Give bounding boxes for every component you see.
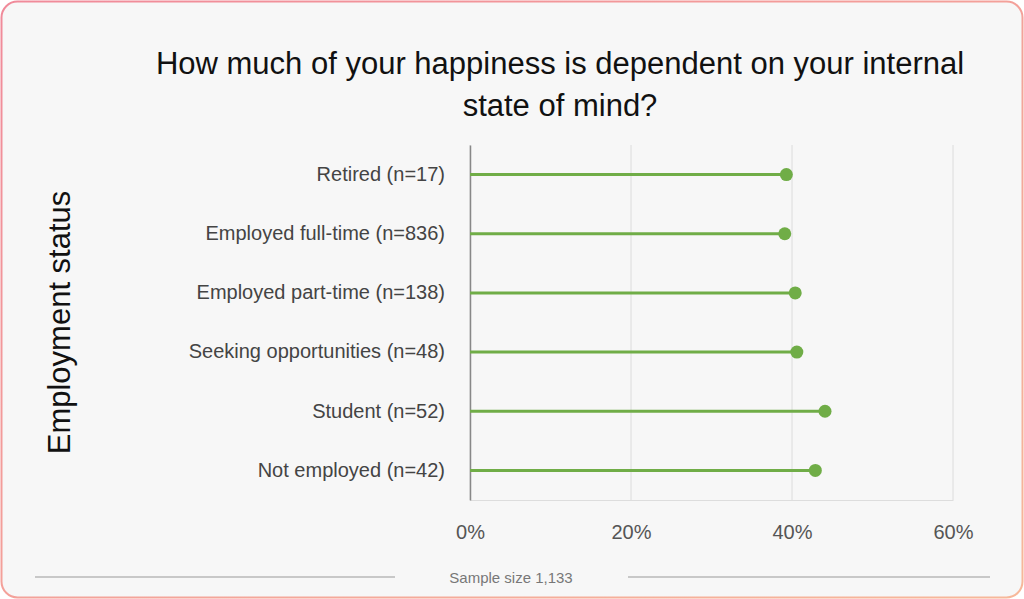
grid-line: [953, 145, 954, 500]
x-tick: 40%: [772, 500, 812, 543]
background: [2, 2, 1023, 598]
lollipop-stem: [470, 291, 795, 294]
lollipop-dot: [789, 286, 802, 299]
y-axis: Retired (n=17) Employed full-time (n=836)…: [189, 146, 471, 501]
lollipop-stem: [470, 469, 815, 472]
category-label: Not employed (n=42): [258, 459, 445, 481]
y-axis-line: [470, 146, 472, 501]
category-label: Employed part-time (n=138): [197, 281, 445, 303]
lollipop-stem: [470, 410, 825, 413]
category-label: Retired (n=17): [317, 163, 445, 185]
x-tick: 20%: [611, 500, 651, 543]
lollipop-dot: [780, 168, 793, 181]
lollipop-dot: [809, 464, 822, 477]
chart: How much of your happiness is dependent …: [0, 0, 1024, 599]
x-tick-label: 60%: [933, 521, 973, 543]
grid: [470, 145, 953, 500]
grid-line: [792, 145, 793, 500]
category-label: Employed full-time (n=836): [205, 222, 445, 244]
category-label: Seeking opportunities (n=48): [189, 340, 445, 362]
title: How much of your happiness is dependent …: [156, 46, 964, 123]
grid-line: [631, 145, 632, 500]
y-tick: Retired (n=17): [317, 163, 470, 185]
lollipop-stem: [470, 173, 786, 176]
footer-rule: [35, 577, 395, 578]
lollipop-dot: [790, 346, 803, 359]
marks: [470, 168, 832, 477]
footer-rule: [628, 577, 990, 578]
lollipop-dot: [819, 405, 832, 418]
y-tick: Student (n=52): [312, 400, 470, 422]
x-tick: 60%: [933, 500, 973, 543]
x-tick: 0%: [456, 500, 485, 543]
x-axis: 0% 20% 40% 60%: [456, 500, 974, 543]
y-tick: Seeking opportunities (n=48): [189, 340, 470, 362]
grid-line: [470, 145, 471, 500]
lollipop-stem: [470, 351, 797, 354]
category-label: Student (n=52): [312, 400, 445, 422]
y-axis-title: Employment status: [42, 191, 77, 455]
x-tick-label: 20%: [611, 521, 651, 543]
x-tick-label: 0%: [456, 521, 485, 543]
annotation: Sample size 1,133: [449, 569, 572, 586]
lollipop-stem: [470, 232, 785, 235]
x-tick-label: 40%: [772, 521, 812, 543]
y-tick: Not employed (n=42): [258, 459, 470, 481]
y-tick: Employed full-time (n=836): [205, 222, 470, 244]
y-tick: Employed part-time (n=138): [197, 281, 470, 303]
lollipop-dot: [778, 227, 791, 240]
x-axis-line: [471, 500, 954, 501]
